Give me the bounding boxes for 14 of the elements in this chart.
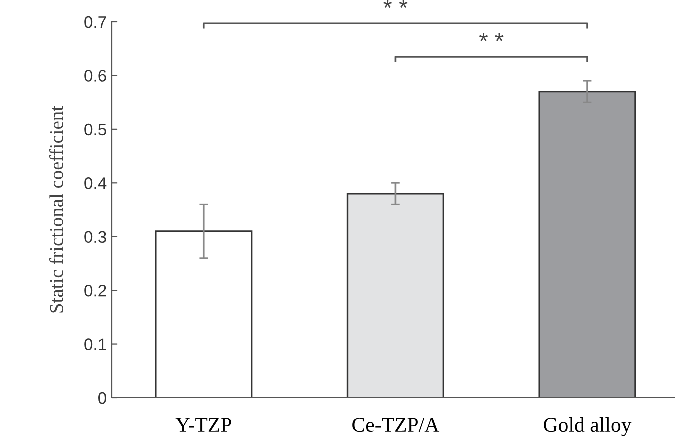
- y-tick-label: 0.4: [84, 178, 107, 190]
- y-axis-title: Static frictional coefficient: [49, 106, 64, 313]
- y-tick-label: 0.7: [84, 16, 106, 28]
- x-tick-label: Gold alloy: [544, 417, 632, 436]
- text: * *: [384, 0, 408, 8]
- x-tick-label: Y-TZP: [176, 418, 232, 432]
- y-tick-label: 0: [98, 392, 106, 404]
- y-tick-label: 0.2: [84, 284, 106, 297]
- y-tick-label: 0.1: [84, 338, 106, 350]
- y-tick-label: 0.3: [84, 231, 106, 244]
- annotation: * *: [480, 33, 504, 42]
- x-tick-label: Ce-TZP/A: [352, 418, 440, 432]
- y-tick-label: 0.5: [84, 124, 106, 136]
- y-tick-label: 0.6: [84, 70, 106, 82]
